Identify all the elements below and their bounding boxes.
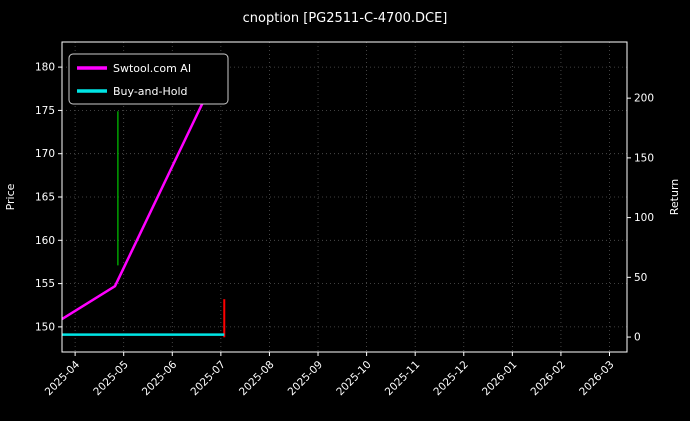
x-tick-label: 2025-09 (286, 359, 326, 399)
plot-region: 150 155 160 165 170 175 180 0 50 100 150 200 2025-04… (35, 41, 654, 399)
y-tick-label-left: 150 (35, 321, 55, 333)
x-tick-label: 2025-07 (188, 359, 228, 399)
x-tick-label: 2026-02 (529, 359, 569, 399)
legend-box (68, 53, 229, 105)
y-tick-label-right: 50 (634, 272, 647, 284)
x-tick-label: 2025-11 (383, 359, 423, 399)
y-tick-label-left: 165 (35, 192, 55, 204)
y-tick-label-right: 100 (634, 212, 654, 224)
y-tick-label-left: 180 (35, 62, 55, 74)
y-axis-label-right: Return (668, 179, 681, 216)
chart-title: cnoption [PG2511-C-4700.DCE] (243, 11, 448, 26)
x-tick-label: 2026-03 (577, 359, 617, 399)
y-tick-label-right: 0 (634, 332, 641, 344)
x-tick-label: 2026-01 (480, 359, 520, 399)
legend-label: Swtool.com AI (113, 62, 191, 75)
y-tick-label-left: 160 (35, 235, 55, 247)
y-tick-label-left: 175 (35, 105, 55, 117)
y-tick-label-left: 155 (35, 278, 55, 290)
series-line-swtool-ai (61, 62, 223, 321)
y-tick-label-right: 200 (634, 93, 654, 105)
x-tick-label: 2025-08 (237, 359, 277, 399)
legend-label: Buy-and-Hold (113, 85, 188, 98)
x-tick-label: 2025-10 (334, 359, 374, 399)
y-tick-label-left: 170 (35, 148, 55, 160)
x-tick-label: 2025-04 (43, 358, 83, 398)
y-tick-label-right: 150 (634, 152, 654, 164)
x-tick-label: 2025-12 (431, 359, 471, 399)
y-axis-label-left: Price (4, 183, 17, 210)
x-tick-label: 2025-05 (91, 359, 131, 399)
x-tick-label: 2025-06 (140, 358, 180, 398)
